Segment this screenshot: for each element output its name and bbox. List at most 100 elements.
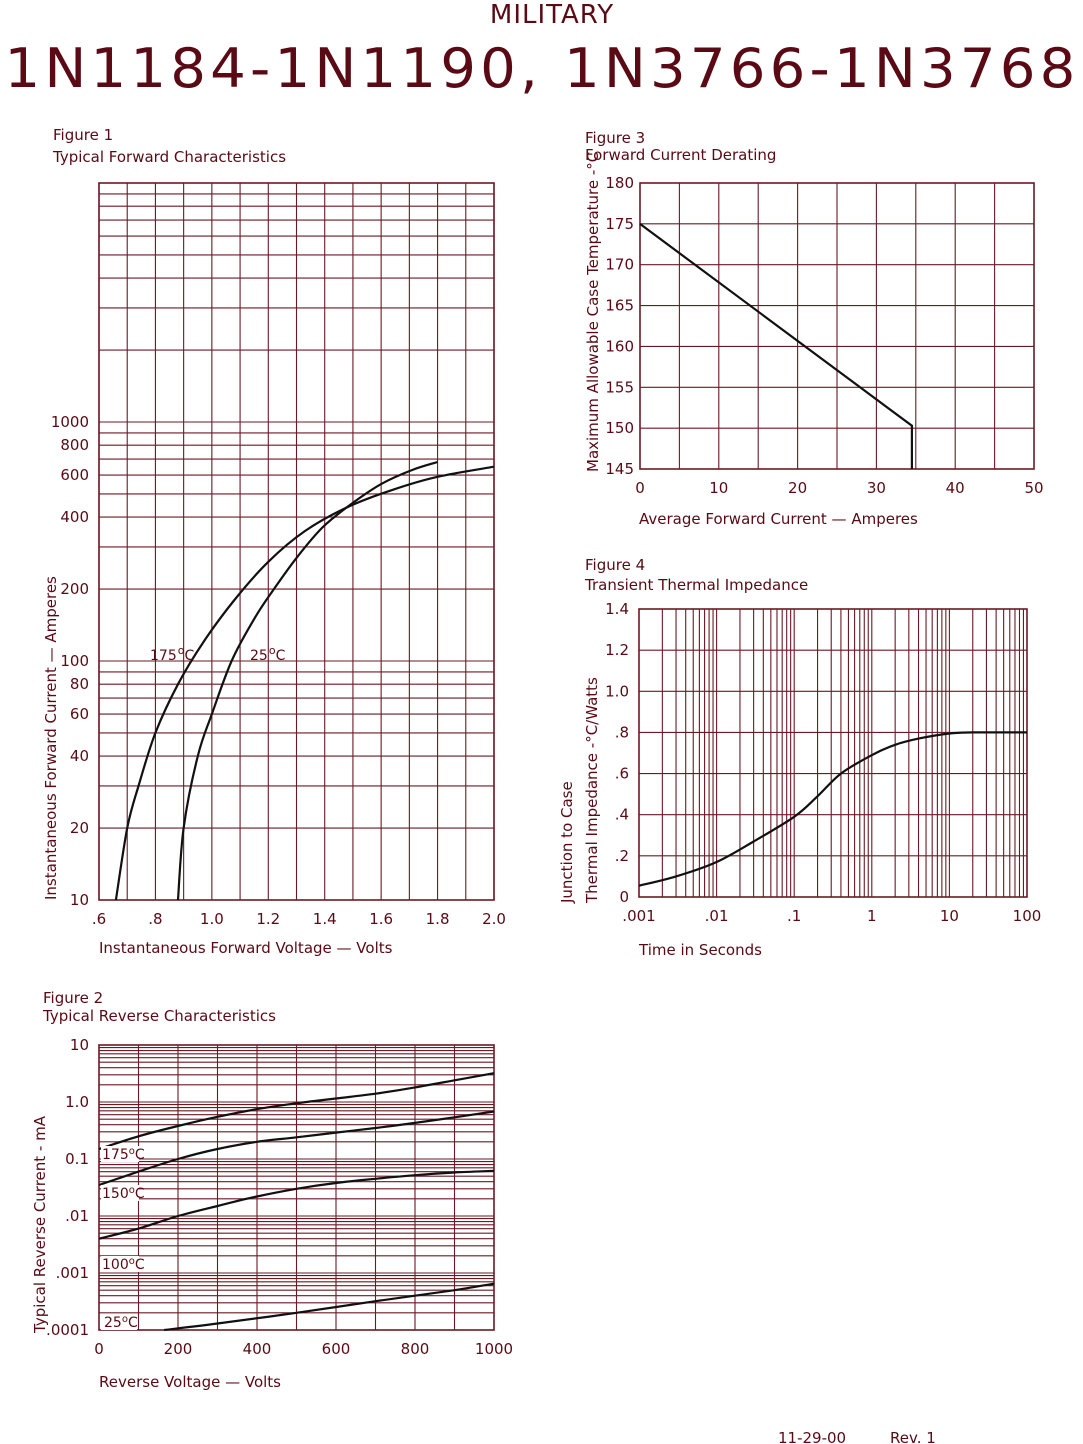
series-line-100c — [98, 1169, 495, 1240]
header-category: MILITARY — [490, 0, 614, 30]
x-tick-label: 1000 — [475, 1340, 513, 1358]
y-tick-label: .6 — [615, 765, 629, 783]
y-tick-label: 0 — [619, 888, 629, 906]
figure-2-title: Typical Reverse Characteristics — [42, 1007, 276, 1025]
x-tick-label: .1 — [787, 907, 801, 925]
svg-text:175oC: 175oC — [102, 1146, 145, 1163]
y-tick-label: 1.4 — [605, 600, 629, 618]
y-tick-label: 100 — [60, 652, 89, 670]
y-tick-label: 1.2 — [605, 641, 629, 659]
x-tick-label: 800 — [401, 1340, 430, 1358]
figure-1-series-label-175c: 175oC — [150, 644, 194, 664]
figure-2-y-axis-label: Typical Reverse Current - mA — [31, 1115, 49, 1334]
figure-1-x-axis-label: Instantaneous Forward Voltage — Volts — [99, 939, 393, 957]
x-tick-label: .6 — [92, 910, 106, 928]
x-tick-label: 10 — [940, 907, 959, 925]
svg-text:100oC: 100oC — [102, 1256, 145, 1273]
figure-3-grid — [640, 183, 1034, 469]
y-tick-label: 600 — [60, 466, 89, 484]
y-tick-label: 400 — [60, 508, 89, 526]
x-tick-label: 400 — [243, 1340, 272, 1358]
y-tick-label: .2 — [615, 847, 629, 865]
y-tick-label: 1.0 — [605, 682, 629, 700]
figure-2-frame — [98, 1044, 495, 1331]
y-tick-label: 145 — [605, 460, 634, 478]
y-tick-label: 150 — [605, 419, 634, 437]
figure-4-transient-thermal-impedance: Figure 4 Transient Thermal Impedance .00… — [558, 556, 1041, 959]
figure-4-y-tick-labels: 0 .2 .4 .6 .8 1.0 1.2 1.4 — [605, 600, 629, 906]
y-tick-label: 170 — [605, 256, 634, 274]
y-tick-label: .01 — [65, 1207, 89, 1225]
y-tick-label: .4 — [615, 806, 629, 824]
y-tick-label: 40 — [70, 747, 89, 765]
figure-1-y-tick-labels: 10 20 40 60 80 100 200 400 600 800 1000 — [51, 413, 89, 909]
y-tick-label: 10 — [70, 891, 89, 909]
series-line-25c — [176, 460, 438, 901]
y-tick-label: .8 — [615, 723, 629, 741]
y-tick-label: 0.1 — [65, 1150, 89, 1168]
series-line-0 — [639, 223, 913, 469]
figure-1-curves — [114, 460, 495, 901]
x-tick-label: 20 — [788, 479, 807, 497]
figure-1-frame — [98, 182, 495, 901]
figure-2-x-axis-label: Reverse Voltage — Volts — [99, 1373, 281, 1391]
x-tick-label: 0 — [94, 1340, 104, 1358]
x-tick-label: .8 — [148, 910, 162, 928]
y-tick-label: 10 — [70, 1036, 89, 1054]
series-line-175c — [114, 465, 495, 901]
x-tick-label: 50 — [1024, 479, 1043, 497]
y-tick-label: 60 — [70, 705, 89, 723]
figure-3-curves — [639, 223, 913, 469]
y-tick-label: .0001 — [46, 1321, 89, 1339]
figure-4-grid — [639, 609, 1027, 897]
y-tick-label: 800 — [60, 436, 89, 454]
y-tick-label: 180 — [605, 174, 634, 192]
figure-4-y-axis-label-line1: Junction to Case — [558, 781, 576, 904]
y-tick-label: 175 — [605, 215, 634, 233]
figure-2-x-tick-labels: 0 200 400 600 800 1000 — [94, 1340, 513, 1358]
x-tick-label: 1.6 — [369, 910, 393, 928]
figure-1-x-tick-labels: .6 .8 1.0 1.2 1.4 1.6 1.8 2.0 — [92, 910, 506, 928]
figure-2-series-label-150c: 150oC — [101, 1185, 145, 1202]
x-tick-label: .001 — [622, 907, 655, 925]
figure-2-curves — [98, 1072, 495, 1332]
y-tick-label: 155 — [605, 378, 634, 396]
x-tick-label: 600 — [322, 1340, 351, 1358]
x-tick-label: 10 — [709, 479, 728, 497]
figure-1-forward-characteristics: Figure 1 Typical Forward Characteristics… — [42, 126, 506, 957]
svg-text:25oC: 25oC — [104, 1314, 138, 1331]
figure-3-y-tick-labels: 145 150 155 160 165 170 175 180 — [605, 174, 634, 478]
figure-2-series-label-175c: 175oC — [101, 1146, 145, 1163]
figure-3-frame — [639, 182, 1035, 470]
x-tick-label: 1.8 — [426, 910, 450, 928]
x-tick-label: .01 — [705, 907, 729, 925]
y-tick-label: 80 — [70, 675, 89, 693]
figure-3-label: Figure 3 — [585, 129, 645, 147]
part-number-title: 1N1184-1N1190, 1N3766-1N3768 — [5, 37, 1080, 100]
y-tick-label: 200 — [60, 580, 89, 598]
revision-number: Rev. 1 — [890, 1429, 936, 1444]
figure-3-y-axis-label: Maximum Allowable Case Temperature -°C — [584, 152, 602, 472]
figure-3-forward-current-derating: Figure 3 Forward Current Derating 0 10 20 3… — [584, 129, 1044, 528]
y-tick-label: 165 — [605, 297, 634, 315]
series-line-150c — [98, 1110, 495, 1187]
svg-text:150oC: 150oC — [102, 1185, 145, 1202]
figure-4-label: Figure 4 — [585, 556, 645, 574]
figure-1-series-label-25c: 25oC — [250, 644, 286, 664]
figure-1-y-axis-label: Instantaneous Forward Current — Amperes — [42, 576, 60, 900]
y-tick-label: .001 — [56, 1264, 89, 1282]
figure-1-label: Figure 1 — [53, 126, 113, 144]
figure-2-label: Figure 2 — [43, 989, 103, 1007]
figure-1-grid — [98, 183, 495, 900]
y-tick-label: 1000 — [51, 413, 89, 431]
figure-4-curves — [638, 731, 1027, 887]
y-tick-label: 1.0 — [65, 1093, 89, 1111]
figure-3-x-tick-labels: 0 10 20 30 40 50 — [635, 479, 1043, 497]
x-tick-label: 200 — [164, 1340, 193, 1358]
x-tick-label: 40 — [946, 479, 965, 497]
figure-4-y-axis-label-line2: Thermal Impedance -°C/Watts — [583, 677, 601, 904]
series-line-175c — [98, 1072, 495, 1151]
x-tick-label: 1 — [867, 907, 877, 925]
figure-2-y-tick-labels: .0001 .001 .01 0.1 1.0 10 — [46, 1036, 89, 1339]
